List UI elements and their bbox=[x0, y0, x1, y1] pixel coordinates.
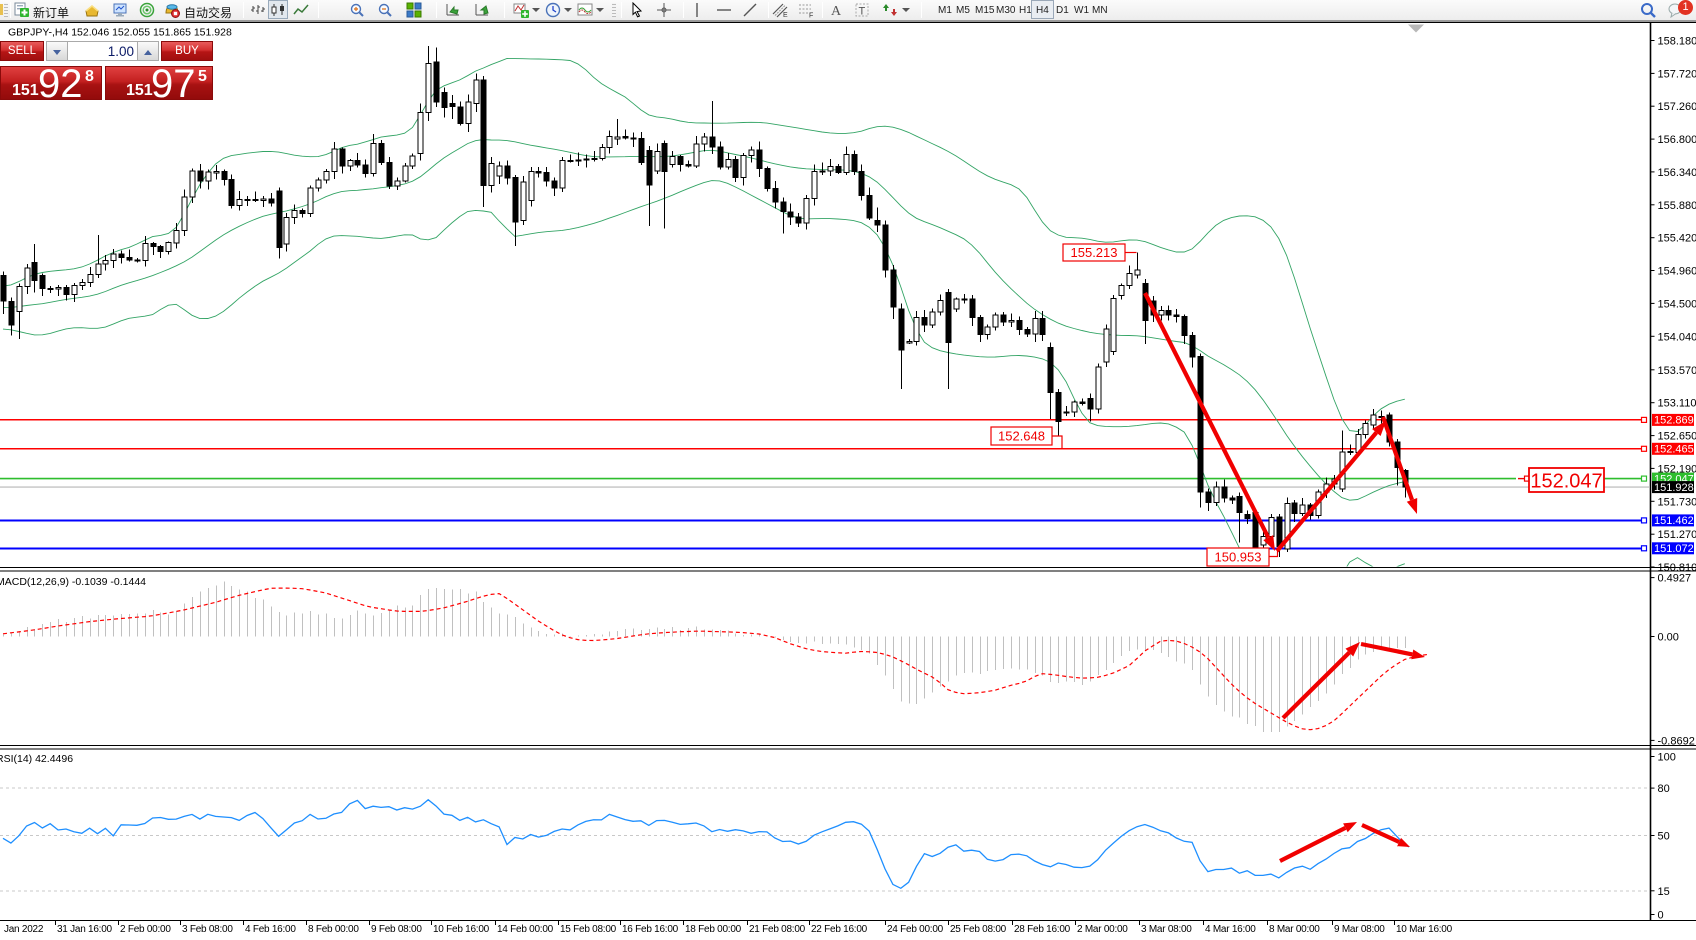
svg-text:10 Mar 16:00: 10 Mar 16:00 bbox=[1396, 924, 1453, 935]
svg-text:157.720: 157.720 bbox=[1658, 68, 1696, 80]
svg-text:15: 15 bbox=[1658, 886, 1670, 898]
svg-text:152.047: 152.047 bbox=[1530, 471, 1602, 493]
svg-text:50: 50 bbox=[1658, 831, 1670, 843]
svg-text:A: A bbox=[831, 4, 842, 18]
svg-text:8 Mar 00:00: 8 Mar 00:00 bbox=[1269, 924, 1320, 935]
svg-text:25 Feb 08:00: 25 Feb 08:00 bbox=[950, 924, 1007, 935]
svg-text:152.648: 152.648 bbox=[998, 429, 1045, 444]
svg-text:24 Feb 00:00: 24 Feb 00:00 bbox=[887, 924, 944, 935]
svg-text:8 Feb 00:00: 8 Feb 00:00 bbox=[308, 924, 359, 935]
svg-text:9 Mar 08:00: 9 Mar 08:00 bbox=[1334, 924, 1385, 935]
svg-text:0.4927: 0.4927 bbox=[1658, 573, 1692, 585]
svg-text:154.040: 154.040 bbox=[1658, 331, 1696, 343]
svg-text:16 Feb 16:00: 16 Feb 16:00 bbox=[622, 924, 679, 935]
svg-text:156.800: 156.800 bbox=[1658, 134, 1696, 146]
svg-text:4 Feb 16:00: 4 Feb 16:00 bbox=[245, 924, 296, 935]
svg-text:31 Jan 16:00: 31 Jan 16:00 bbox=[57, 924, 113, 935]
svg-text:151.730: 151.730 bbox=[1658, 496, 1696, 508]
svg-text:150.953: 150.953 bbox=[1215, 550, 1262, 565]
svg-text:100: 100 bbox=[1658, 752, 1676, 764]
svg-text:MACD(12,26,9) -0.1039 -0.1444: MACD(12,26,9) -0.1039 -0.1444 bbox=[0, 576, 146, 588]
svg-text:22 Feb 16:00: 22 Feb 16:00 bbox=[811, 924, 868, 935]
svg-text:RSI(14) 42.4496: RSI(14) 42.4496 bbox=[0, 753, 73, 765]
svg-text:2 Feb 00:00: 2 Feb 00:00 bbox=[120, 924, 171, 935]
svg-text:Jan 2022: Jan 2022 bbox=[4, 924, 44, 935]
svg-text:155.420: 155.420 bbox=[1658, 233, 1696, 245]
svg-text:F: F bbox=[809, 13, 813, 19]
svg-text:3 Mar 08:00: 3 Mar 08:00 bbox=[1141, 924, 1192, 935]
svg-text:151.072: 151.072 bbox=[1654, 543, 1694, 555]
svg-text:14 Feb 00:00: 14 Feb 00:00 bbox=[497, 924, 554, 935]
svg-text:9 Feb 08:00: 9 Feb 08:00 bbox=[371, 924, 422, 935]
svg-text:157.260: 157.260 bbox=[1658, 101, 1696, 113]
svg-text:151.928: 151.928 bbox=[1654, 482, 1694, 494]
svg-text:80: 80 bbox=[1658, 783, 1670, 795]
svg-text:152.465: 152.465 bbox=[1654, 444, 1694, 456]
svg-text:GBPJPY-,H4 152.046 152.055 15: GBPJPY-,H4 152.046 152.055 151.865 151.9… bbox=[8, 27, 232, 39]
svg-text:155.880: 155.880 bbox=[1658, 200, 1696, 212]
svg-text:156.340: 156.340 bbox=[1658, 167, 1696, 179]
svg-text:153.570: 153.570 bbox=[1658, 365, 1696, 377]
svg-text:154.500: 154.500 bbox=[1658, 298, 1696, 310]
svg-text:-0.8692: -0.8692 bbox=[1658, 735, 1695, 747]
svg-text:152.650: 152.650 bbox=[1658, 431, 1696, 443]
svg-text:T: T bbox=[859, 6, 866, 18]
svg-text:10 Feb 16:00: 10 Feb 16:00 bbox=[433, 924, 490, 935]
svg-text:15 Feb 08:00: 15 Feb 08:00 bbox=[560, 924, 617, 935]
svg-text:2 Mar 00:00: 2 Mar 00:00 bbox=[1077, 924, 1128, 935]
svg-text:E: E bbox=[783, 12, 788, 18]
svg-text:154.960: 154.960 bbox=[1658, 266, 1696, 278]
svg-text:18 Feb 00:00: 18 Feb 00:00 bbox=[685, 924, 742, 935]
svg-text:151.462: 151.462 bbox=[1654, 515, 1694, 527]
svg-text:4 Mar 16:00: 4 Mar 16:00 bbox=[1205, 924, 1256, 935]
svg-text:28 Feb 16:00: 28 Feb 16:00 bbox=[1014, 924, 1071, 935]
svg-text:3 Feb 08:00: 3 Feb 08:00 bbox=[182, 924, 233, 935]
svg-text:152.869: 152.869 bbox=[1654, 415, 1694, 427]
svg-text:0.00: 0.00 bbox=[1658, 632, 1679, 644]
svg-text:153.110: 153.110 bbox=[1658, 398, 1696, 410]
svg-text:0: 0 bbox=[1658, 910, 1664, 922]
svg-text:158.180: 158.180 bbox=[1658, 36, 1696, 48]
svg-text:151.270: 151.270 bbox=[1658, 529, 1696, 541]
svg-text:155.213: 155.213 bbox=[1071, 245, 1118, 260]
svg-text:21 Feb 08:00: 21 Feb 08:00 bbox=[749, 924, 806, 935]
